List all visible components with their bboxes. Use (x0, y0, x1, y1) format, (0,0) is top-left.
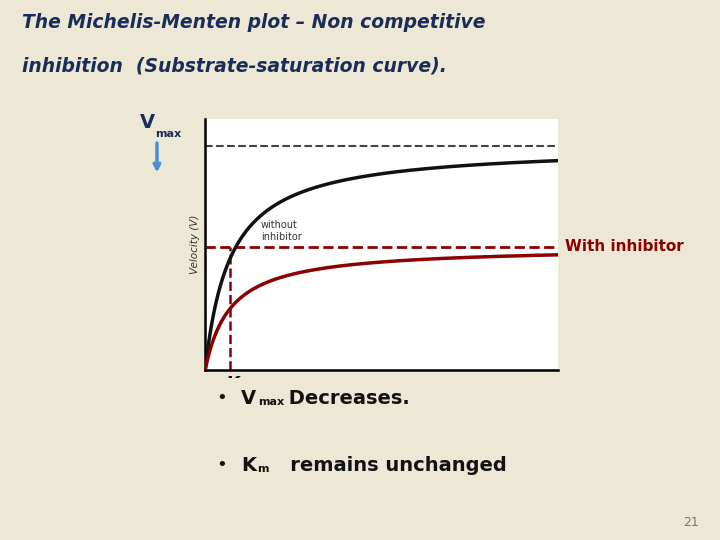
Text: m: m (257, 464, 269, 475)
Text: K: K (227, 375, 240, 393)
Text: V: V (241, 389, 256, 408)
Text: m: m (240, 382, 251, 392)
Text: •: • (216, 389, 227, 407)
Y-axis label: Velocity (V): Velocity (V) (189, 215, 199, 274)
Text: K: K (241, 456, 256, 475)
Text: With inhibitor: With inhibitor (565, 239, 684, 254)
Text: max: max (258, 397, 284, 407)
Text: remains unchanged: remains unchanged (270, 456, 507, 475)
Text: [S]: [S] (402, 388, 418, 397)
Text: without
inhibitor: without inhibitor (261, 220, 302, 242)
Text: inhibition  (Substrate-saturation curve).: inhibition (Substrate-saturation curve). (22, 57, 446, 76)
Text: max: max (155, 129, 181, 139)
Text: The Michelis-Menten plot – Non competitive: The Michelis-Menten plot – Non competiti… (22, 14, 485, 32)
Text: 21: 21 (683, 516, 698, 529)
Text: •: • (216, 456, 227, 474)
Text: V: V (140, 113, 156, 132)
Text: Decreases.: Decreases. (282, 389, 410, 408)
